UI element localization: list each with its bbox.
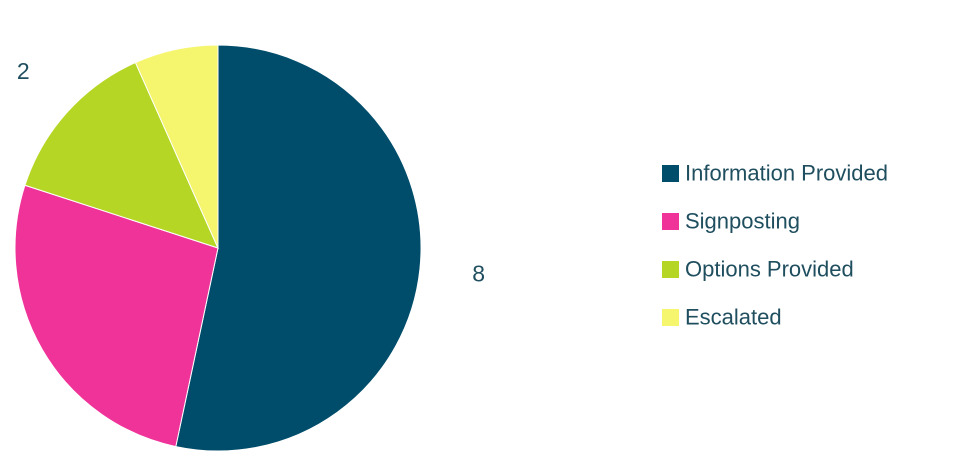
pie-slice-escalated [134,44,219,249]
legend-swatch-information-provided [662,165,679,182]
pie-slice-options-provided [24,61,219,249]
legend-label-escalated: Escalated [685,304,782,329]
legend-swatch-options-provided [662,261,679,278]
legend-swatch-signposting [662,213,679,230]
legend: Information Provided Signposting Options P… [662,160,888,329]
legend-swatch-escalated [662,309,679,326]
legend-label-signposting: Signposting [685,208,800,233]
legend-item-signposting: Signposting [662,208,800,233]
data-label-information-provided: 8 [472,260,485,286]
legend-item-information-provided: Information Provided [662,160,888,185]
pie-slice-signposting [14,184,219,448]
legend-label-information-provided: Information Provided [685,160,888,185]
pie-slices [14,44,422,452]
data-label-options-provided: 2 [17,58,30,84]
pie-data-labels: 8421 [17,0,485,286]
legend-item-escalated: Escalated [662,304,782,329]
legend-item-options-provided: Options Provided [662,256,854,281]
data-label-escalated: 1 [157,0,170,3]
pie-slice-information-provided [175,44,422,452]
legend-label-options-provided: Options Provided [685,256,854,281]
